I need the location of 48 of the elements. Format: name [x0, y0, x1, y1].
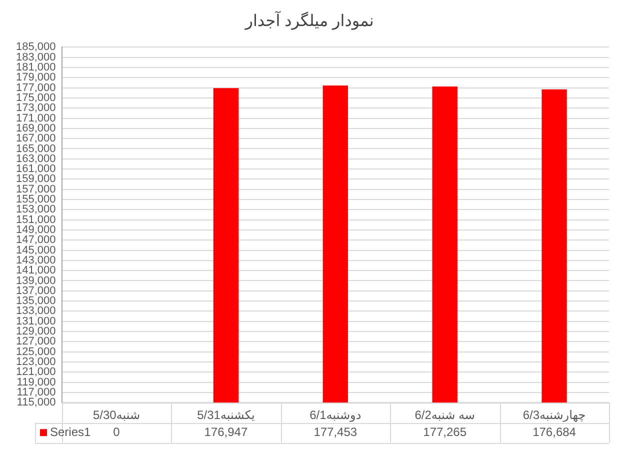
y-tick-label: 133,000 — [16, 305, 56, 318]
x-tick-label: چهارشنبه6/3 — [522, 408, 586, 422]
y-tick-label: 153,000 — [16, 204, 56, 216]
y-tick-label: 147,000 — [16, 234, 56, 246]
y-tick-label: 137,000 — [16, 284, 56, 297]
y-tick-label: 135,000 — [16, 295, 56, 308]
y-tick-label: 181,000 — [16, 62, 56, 74]
y-tick-label: 185,000 — [16, 41, 56, 54]
y-tick-label: 165,000 — [16, 142, 56, 155]
y-tick-label: 145,000 — [16, 244, 56, 256]
y-tick-label: 131,000 — [16, 315, 56, 328]
y-tick-label: 163,000 — [16, 152, 56, 165]
text: 0 — [113, 424, 120, 439]
y-tick-label: 117,000 — [16, 386, 56, 398]
x-tick-label: یکشنبه5/31 — [197, 408, 255, 422]
y-tick-label: 177,000 — [16, 82, 56, 94]
y-tick-label: 167,000 — [16, 132, 56, 145]
y-tick-label: 143,000 — [16, 254, 56, 266]
y-tick-label: 183,000 — [16, 51, 56, 64]
y-tick-label: 169,000 — [16, 122, 56, 134]
y-tick-label: 151,000 — [16, 214, 56, 226]
y-tick-label: 161,000 — [16, 163, 56, 176]
y-tick-label: 123,000 — [16, 356, 56, 368]
x-tick-label: شنبه5/30 — [92, 408, 140, 422]
y-tick-label: 159,000 — [16, 173, 56, 186]
y-tick-label: 155,000 — [16, 194, 56, 206]
x-tick-label: سه شنبه6/2 — [414, 408, 475, 422]
y-tick-label: 179,000 — [16, 72, 56, 84]
y-tick-label: 121,000 — [16, 366, 56, 378]
y-tick-label: 119,000 — [16, 376, 56, 388]
y-tick-label: 125,000 — [16, 346, 56, 358]
y-tick-label: 149,000 — [16, 224, 56, 236]
y-tick-label: 171,000 — [16, 112, 56, 124]
y-tick-label: 127,000 — [16, 336, 56, 348]
x-tick-label: دوشنبه6/1 — [310, 408, 362, 422]
y-tick-label: 157,000 — [16, 183, 56, 196]
y-tick-label: 141,000 — [16, 264, 56, 277]
legend-label: Series1 — [50, 424, 92, 439]
data-label: 176,684 — [532, 424, 576, 439]
y-tick-label: 129,000 — [16, 326, 56, 338]
y-tick-label: 173,000 — [16, 102, 56, 114]
chart-title: نمودار میلگرد آجدار — [244, 10, 374, 30]
data-label: 176,947 — [204, 424, 248, 439]
y-tick-label: 175,000 — [16, 92, 56, 104]
data-label: 177,453 — [314, 424, 358, 439]
data-label: 177,265 — [423, 424, 467, 439]
y-tick-label: 115,000 — [16, 396, 56, 409]
y-tick-label: 139,000 — [16, 274, 56, 287]
